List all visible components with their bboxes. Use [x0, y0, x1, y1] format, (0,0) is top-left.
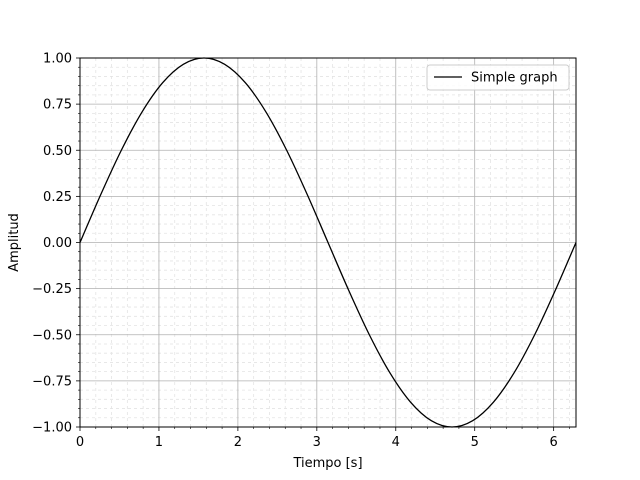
legend-box — [426, 64, 570, 91]
legend-label: Simple graph — [471, 71, 558, 86]
y-tick-label: 0.75 — [43, 98, 72, 113]
x-tick-label: 5 — [471, 435, 479, 450]
y-tick-label: 0.25 — [43, 190, 72, 205]
y-tick-label: −1.00 — [32, 421, 72, 436]
minor-grid — [80, 58, 576, 427]
y-axis-ticks: −1.00 −0.75 −0.50 −0.25 0.00 0.25 0.50 0.75 1.00 — [32, 52, 80, 436]
y-tick-label: 0.00 — [43, 236, 72, 251]
x-axis-label: Tiempo [s] — [292, 456, 362, 471]
y-tick-label: −0.25 — [32, 282, 72, 297]
x-tick-label: 6 — [550, 435, 558, 450]
x-tick-label: 3 — [313, 435, 321, 450]
x-axis-ticks: 0 1 2 3 4 5 6 — [76, 427, 570, 450]
y-axis-label: Amplitud — [7, 213, 22, 272]
legend: Simple graph — [426, 64, 570, 91]
x-tick-label: 0 — [76, 435, 84, 450]
x-tick-label: 4 — [392, 435, 400, 450]
x-tick-label: 1 — [155, 435, 163, 450]
y-tick-label: 1.00 — [43, 52, 72, 67]
y-tick-label: 0.50 — [43, 144, 72, 159]
series-line — [79, 57, 577, 428]
x-tick-label: 2 — [234, 435, 242, 450]
series-layer — [79, 57, 577, 428]
y-tick-label: −0.75 — [32, 374, 72, 389]
y-tick-label: −0.50 — [32, 328, 72, 343]
